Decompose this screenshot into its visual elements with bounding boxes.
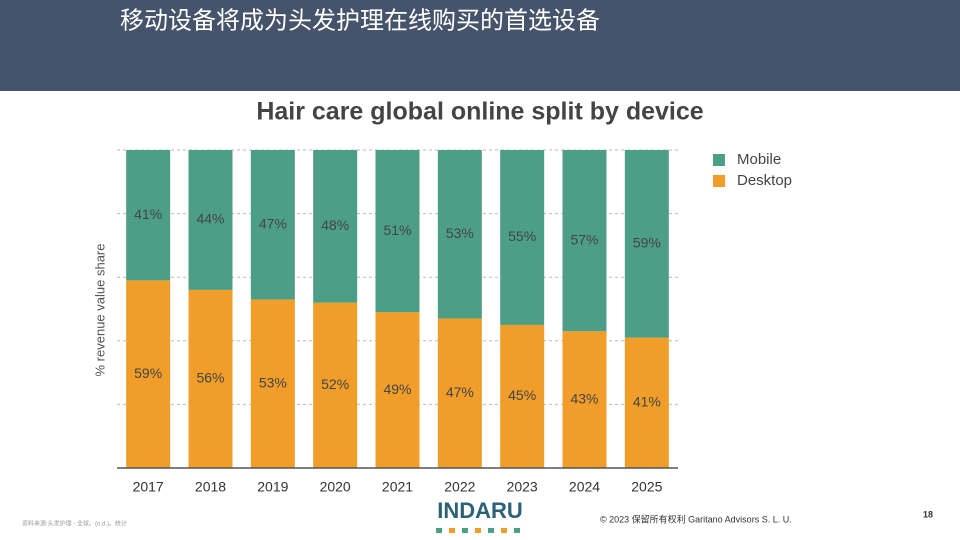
bar-segment [562, 150, 607, 332]
x-tick-label: 2018 [195, 479, 226, 495]
data-label: 56% [196, 370, 224, 386]
bar-segment [250, 299, 295, 468]
data-label: 57% [570, 231, 598, 247]
x-tick-label: 2025 [631, 479, 662, 495]
bar-segment [624, 337, 669, 468]
data-label: 52% [321, 376, 349, 392]
legend-swatch [713, 154, 725, 166]
bar-segment [126, 150, 171, 281]
slide-title: 移动设备将成为头发护理在线购买的首选设备 [120, 7, 600, 34]
data-label: 47% [259, 215, 287, 231]
bar-segment [250, 150, 295, 300]
plot: 2017 59% 41% 2018 56% 44% 2019 53% 47% 2020 52% 48%… [117, 149, 792, 495]
data-label: 43% [570, 390, 598, 406]
bar-segment [562, 331, 607, 468]
logo-dots [436, 528, 520, 533]
x-tick-label: 2020 [320, 479, 351, 495]
x-tick-label: 2019 [257, 479, 288, 495]
chart-title: Hair care global online split by device [256, 98, 703, 126]
bar-segment [188, 150, 233, 290]
legend-label: Mobile [737, 151, 781, 168]
legend-label: Desktop [737, 172, 792, 189]
bar-segment [375, 150, 420, 313]
bar-segment [375, 312, 420, 468]
page-number: 18 [923, 509, 933, 519]
data-label: 55% [508, 228, 536, 244]
bar-segment [313, 302, 358, 468]
bar-segment [500, 150, 545, 325]
copyright: © 2023 保留所有权利 Garitano Advisors S. L. U. [600, 513, 792, 524]
header-band [0, 0, 960, 91]
bar-segment [624, 150, 669, 338]
data-label: 49% [383, 381, 411, 397]
data-label: 44% [196, 211, 224, 227]
data-label: 53% [259, 374, 287, 390]
x-tick-label: 2024 [569, 479, 600, 495]
x-tick-label: 2017 [133, 479, 164, 495]
bar-segment [188, 289, 233, 468]
data-label: 59% [633, 235, 661, 251]
source-note: 资料来源:头发护理 - 全球。(n.d.)。统计 [22, 520, 127, 528]
data-label: 45% [508, 387, 536, 403]
data-label: 51% [383, 222, 411, 238]
bar-segment [500, 324, 545, 468]
data-label: 48% [321, 217, 349, 233]
x-tick-label: 2022 [444, 479, 475, 495]
bar-segment [126, 280, 171, 468]
legend-swatch [713, 175, 725, 187]
bar-segment [437, 318, 482, 468]
data-label: 41% [633, 394, 661, 410]
x-tick-label: 2021 [382, 479, 413, 495]
bar-segment [437, 150, 482, 319]
data-label: 59% [134, 365, 162, 381]
data-label: 41% [134, 206, 162, 222]
logo: INDARU [437, 498, 523, 523]
bar-segment [313, 150, 358, 303]
y-axis-label: % revenue value share [92, 244, 107, 377]
data-label: 53% [446, 225, 474, 241]
x-tick-label: 2023 [507, 479, 538, 495]
data-label: 47% [446, 384, 474, 400]
